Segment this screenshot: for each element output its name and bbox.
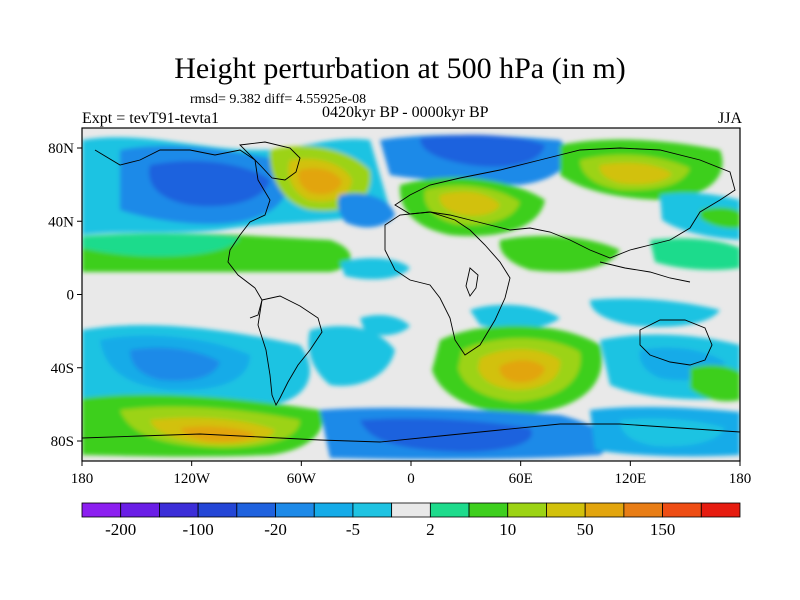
south-america-coast (257, 295, 323, 407)
lon-tick-label: 0 (407, 471, 415, 487)
contour-band (337, 193, 395, 228)
period-label: 0420kyr BP - 0000kyr BP (322, 104, 489, 121)
experiment-label: Expt = tevT91-tevta1 (82, 110, 219, 127)
colorbar-label: -100 (183, 520, 214, 539)
contour-band (180, 426, 255, 442)
greenland-coast (239, 141, 301, 181)
colorbar-label: 150 (650, 520, 676, 539)
contour-band (149, 160, 270, 207)
contour-band (340, 258, 410, 280)
stats-label: rmsd= 9.382 diff= 4.55925e-08 (190, 92, 367, 107)
north-america-coast (94, 149, 271, 319)
coastlines (82, 141, 740, 443)
colorbar-swatch (584, 502, 625, 518)
latitude-axis: 80N 40N 0 40S 80S (48, 141, 82, 450)
contour-band (439, 191, 500, 216)
colorbar-label: -5 (346, 520, 360, 539)
colorbar-swatch (429, 502, 470, 518)
lat-tick-label: 40S (51, 361, 74, 377)
lon-tick-label: 60W (287, 471, 317, 487)
lat-tick-label: 0 (67, 288, 75, 304)
colorbar-label: -200 (105, 520, 136, 539)
contour-band (82, 233, 240, 257)
contour-band (420, 134, 545, 167)
colorbar-swatch (468, 502, 509, 518)
contour-band (650, 238, 740, 270)
contour-band (590, 298, 720, 327)
colorbar-swatch (81, 502, 122, 518)
australia-coast (639, 319, 713, 366)
colorbar-swatch (313, 502, 354, 518)
colorbar-swatch (159, 502, 199, 518)
colorbar-swatch (546, 502, 586, 518)
colorbar-label: -20 (264, 520, 287, 539)
colorbar-swatch (507, 502, 547, 518)
lat-tick-label: 80S (51, 434, 74, 450)
contour-band (499, 360, 545, 383)
longitude-axis: 180 120W 60W 0 60E 120E 180 (71, 461, 752, 487)
contour-band (599, 162, 672, 185)
colorbar-swatch (352, 502, 393, 518)
contour-band (130, 347, 220, 381)
colorbar-swatch (700, 502, 741, 518)
colorbar-labels: -200 -100 -20 -5 2 10 50 150 (105, 520, 675, 539)
contour-band (690, 365, 740, 402)
colorbar-swatch (275, 502, 315, 518)
colorbar-swatch (623, 502, 663, 518)
contour-band (499, 235, 620, 272)
lon-tick-label: 120E (614, 471, 646, 487)
contour-band (470, 304, 560, 330)
lat-tick-label: 40N (48, 214, 74, 230)
colorbar-swatch (662, 502, 702, 518)
contour-band (360, 315, 410, 336)
africa-coast (384, 211, 511, 356)
madagascar-coast (465, 267, 479, 297)
antarctica-coast (82, 423, 740, 443)
colorbar-swatch (236, 502, 276, 518)
colorbar-label: 10 (499, 520, 516, 539)
lon-tick-label: 180 (71, 471, 94, 487)
colorbar (81, 502, 741, 518)
maritime-continent-coast (599, 261, 691, 283)
figure-title: Height perturbation at 500 hPa (in m) (174, 52, 626, 85)
contour-band (308, 326, 395, 386)
lat-tick-label: 80N (48, 141, 74, 157)
colorbar-label: 2 (426, 520, 435, 539)
eurasia-coast (394, 147, 736, 259)
contour-field (82, 128, 740, 461)
contour-band (298, 168, 342, 195)
contour-band (700, 207, 740, 229)
lon-tick-label: 60E (509, 471, 533, 487)
lon-tick-label: 180 (729, 471, 752, 487)
lon-tick-label: 120W (173, 471, 211, 487)
colorbar-swatch (120, 502, 160, 518)
colorbar-label: 50 (577, 520, 594, 539)
colorbar-swatch (197, 502, 238, 518)
colorbar-swatch (391, 502, 431, 518)
season-label: JJA (717, 110, 742, 127)
